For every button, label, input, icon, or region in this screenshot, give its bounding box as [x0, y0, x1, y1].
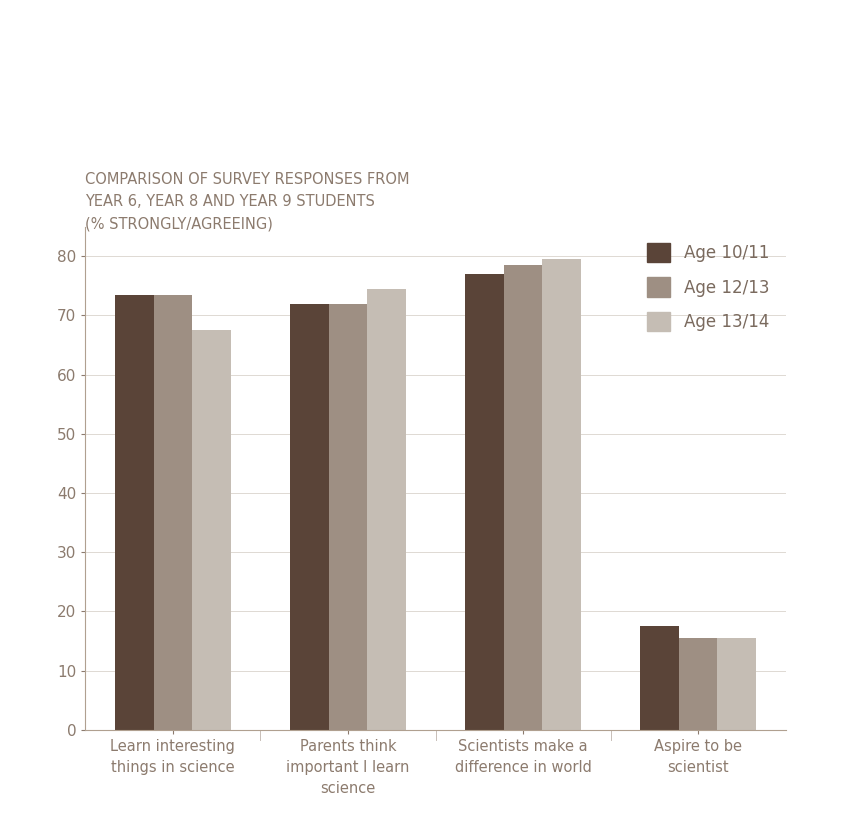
Bar [503, 265, 542, 730]
Bar [640, 626, 678, 730]
Legend: Age 10/11, Age 12/13, Age 13/14: Age 10/11, Age 12/13, Age 13/14 [638, 235, 776, 339]
Text: COMPARISON OF SURVEY RESPONSES FROM
YEAR 6, YEAR 8 AND YEAR 9 STUDENTS
(% STRONG: COMPARISON OF SURVEY RESPONSES FROM YEAR… [85, 172, 409, 232]
Bar [717, 638, 755, 730]
Bar [328, 304, 367, 730]
Bar [678, 638, 717, 730]
Bar [465, 274, 503, 730]
Bar [290, 304, 328, 730]
Bar [367, 289, 405, 730]
Bar [542, 259, 580, 730]
Bar [192, 331, 230, 730]
Bar [115, 294, 154, 730]
Bar [154, 294, 192, 730]
